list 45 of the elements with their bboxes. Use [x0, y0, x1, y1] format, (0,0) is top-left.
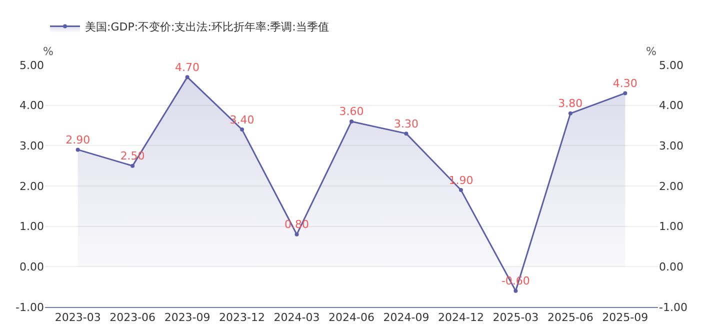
y2-axis-title: %	[646, 45, 656, 58]
y2-tick-label: 3.00	[659, 140, 684, 153]
x-tick-label: 2024-09	[383, 311, 430, 324]
point	[514, 288, 518, 293]
point	[404, 132, 408, 136]
data-label: 4.30	[612, 76, 638, 90]
point	[185, 75, 190, 80]
x-tick-label: 2024-12	[438, 311, 484, 324]
data-label: 3.60	[339, 105, 364, 118]
y2-tick-label: 4.00	[659, 99, 684, 112]
data-label: 3.30	[394, 117, 418, 130]
y-tick-label: 2.00	[20, 180, 44, 193]
x-tick-label: 2024-06	[328, 311, 374, 324]
point	[294, 232, 299, 236]
y2-tick-label: 1.00	[659, 220, 684, 234]
x-tick-label: 2025-09	[602, 311, 648, 324]
point	[458, 188, 463, 192]
point	[240, 128, 244, 132]
y-tick-label: 3.00	[20, 140, 44, 153]
y2-tick-label: 0.00	[659, 260, 684, 274]
data-label: 2.90	[66, 133, 90, 146]
y2-tick-label: 5.00	[659, 58, 684, 72]
y-tick-label: 4.00	[20, 99, 44, 112]
y-tick-label: -1.00	[16, 300, 44, 314]
y2-tick-label: -1.00	[659, 300, 688, 314]
x-tick-label: 2023-03	[54, 311, 101, 324]
x-tick-label: 2024-03	[274, 311, 320, 324]
y2-tick-label: 2.00	[659, 180, 684, 193]
x-tick-label: 2023-09	[164, 311, 210, 324]
x-tick-label: 2023-06	[110, 311, 156, 324]
point	[568, 111, 572, 116]
point	[130, 164, 135, 168]
x-tick-label: 2023-12	[219, 311, 266, 324]
x-tick-label: 2025-03	[492, 311, 539, 324]
x-tick-label: 2025-06	[547, 311, 594, 324]
data-label: 3.80	[558, 97, 583, 110]
y-axis-title: %	[43, 45, 54, 58]
y-tick-label: 0.00	[20, 260, 44, 274]
point	[76, 148, 80, 152]
y-tick-label: 1.00	[20, 220, 44, 234]
point	[623, 91, 628, 96]
legend-label: 美国:GDP:不变价:支出法:环比折年率:季调:当季值	[85, 20, 329, 34]
point	[350, 119, 354, 124]
data-label: 4.70	[175, 60, 200, 74]
y-tick-label: 5.00	[20, 58, 44, 72]
